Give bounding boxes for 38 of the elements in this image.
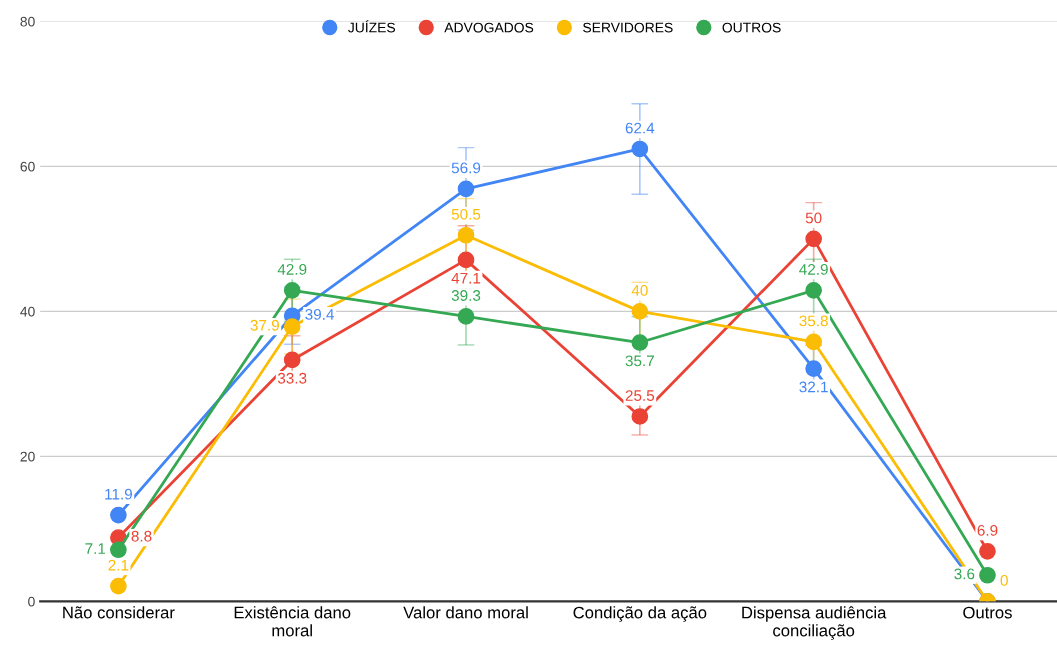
data-label: 3.6 — [954, 568, 975, 580]
data-label: 39.4 — [305, 309, 334, 320]
legend-label: ADVOGADOS — [444, 22, 534, 33]
x-tick-label: Dispensa audiência conciliação — [742, 606, 887, 640]
data-label: 6.9 — [977, 524, 998, 536]
data-label: 42.9 — [799, 264, 828, 275]
data-label: 56.9 — [451, 162, 481, 174]
y-tick-label: 20 — [20, 451, 35, 462]
y-tick-label: 60 — [20, 161, 35, 172]
data-label: 32.1 — [799, 381, 828, 393]
y-tick-label: 40 — [20, 306, 35, 317]
x-tick-label: Não considerar — [63, 606, 175, 619]
data-label: 11.9 — [105, 488, 132, 500]
data-label: 0 — [1000, 575, 1008, 586]
data-label: 39.3 — [451, 290, 481, 301]
data-label: 25.5 — [625, 390, 655, 401]
data-label: 33.3 — [277, 372, 307, 384]
data-label: 8.8 — [131, 530, 152, 542]
data-label: 40 — [631, 285, 648, 296]
data-label: 7.1 — [85, 543, 106, 554]
x-tick-label: Existência dano moral — [234, 606, 351, 637]
x-tick-label: Condição da ação — [573, 606, 707, 622]
data-label: 47.1 — [451, 272, 481, 284]
x-tick-label: Outros — [963, 606, 1012, 619]
data-label: 2.1 — [108, 559, 129, 571]
legend-label: JUÍZES — [348, 20, 396, 33]
legend-label: SERVIDORES — [583, 22, 673, 33]
data-label: 35.8 — [799, 315, 828, 327]
data-label: 62.4 — [625, 122, 655, 134]
data-label: 42.9 — [277, 264, 307, 275]
data-label: 50 — [805, 212, 822, 224]
data-label: 37.9 — [250, 319, 279, 331]
data-label: 50.5 — [451, 208, 481, 220]
x-tick-label: Valor dano moral — [403, 606, 528, 619]
y-tick-label: 80 — [20, 16, 35, 27]
legend-label: OUTROS — [722, 22, 781, 33]
y-tick-label: 0 — [28, 596, 35, 607]
data-label: 35.7 — [625, 355, 654, 367]
